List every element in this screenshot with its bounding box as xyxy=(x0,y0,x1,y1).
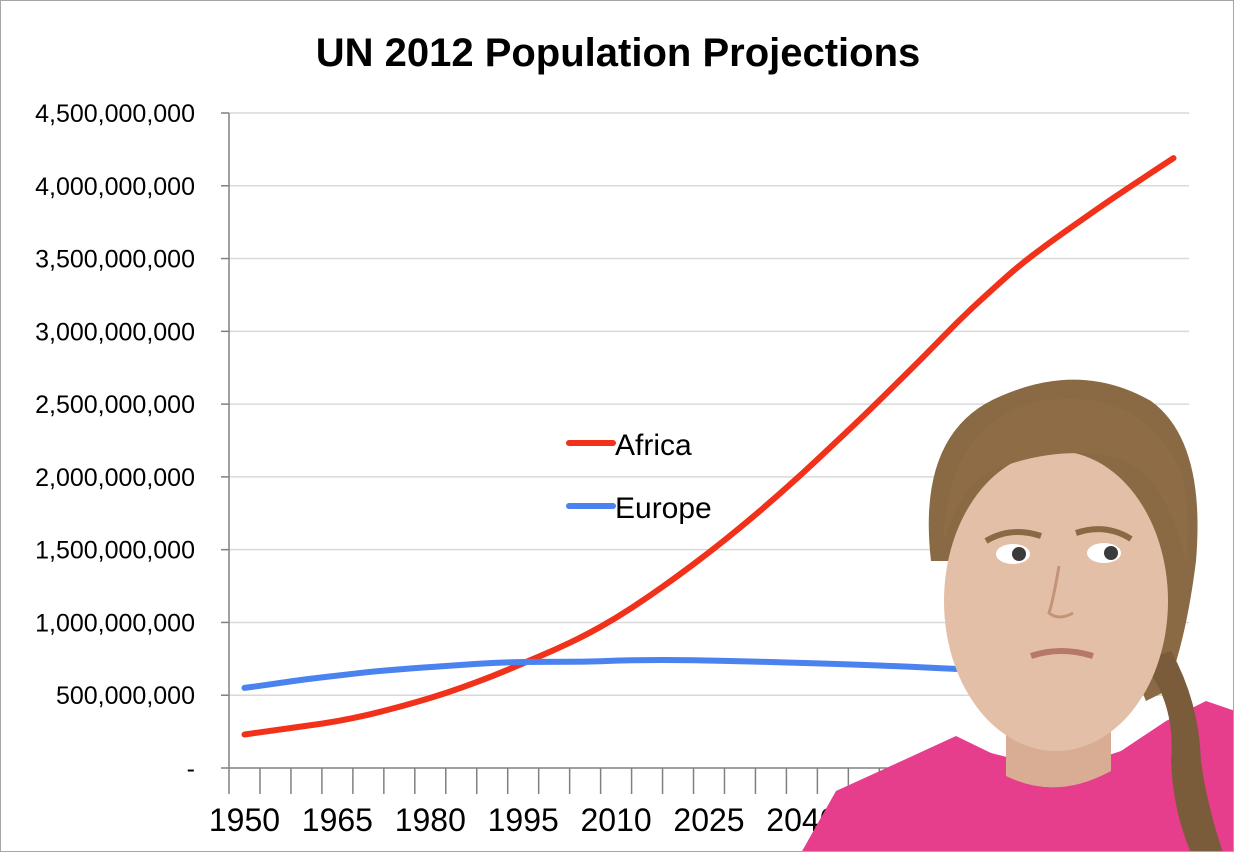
x-tick-label: 2025 xyxy=(673,802,744,838)
y-tick-label: 1,000,000,000 xyxy=(35,609,195,637)
face-shape xyxy=(944,451,1168,751)
x-tick-label: 1965 xyxy=(302,802,373,838)
y-tick-label: 2,500,000,000 xyxy=(35,391,195,419)
legend-label-africa: Africa xyxy=(615,429,692,462)
x-tick-label: 1950 xyxy=(209,802,280,838)
y-tick-label: 500,000,000 xyxy=(56,682,195,710)
y-tick-label: 4,000,000,000 xyxy=(35,173,195,201)
y-tick-label: 3,000,000,000 xyxy=(35,318,195,346)
series-line-africa xyxy=(241,155,1177,738)
y-tick-label: 4,500,000,000 xyxy=(35,100,195,128)
pupil-left-shape xyxy=(1012,547,1026,561)
x-tick-label: 1995 xyxy=(488,802,559,838)
x-tick-label: 1980 xyxy=(395,802,466,838)
legend: Africa Europe xyxy=(566,429,712,525)
x-tick-labels: 1950 1965 1980 1995 2010 2025 2040 xyxy=(209,802,838,838)
x-tick-label: 2010 xyxy=(581,802,652,838)
pupil-right-shape xyxy=(1104,546,1118,560)
braid-shape xyxy=(1141,651,1223,851)
y-tick-label: - xyxy=(187,755,195,783)
mouth-shape xyxy=(1030,648,1094,659)
chart-title: UN 2012 Population Projections xyxy=(315,31,921,75)
eyebrow-left-shape xyxy=(984,529,1042,544)
hair-top-shape xyxy=(943,398,1188,561)
y-tick-label: 2,000,000,000 xyxy=(35,464,195,492)
eyebrow-right-shape xyxy=(1075,526,1133,542)
y-tick-labels: - 500,000,000 1,000,000,000 1,500,000,000 2,… xyxy=(35,100,195,783)
y-tick-label: 1,500,000,000 xyxy=(35,537,195,565)
nose-shape xyxy=(1047,565,1074,619)
y-tick-label: 3,500,000,000 xyxy=(35,246,195,274)
legend-label-europe: Europe xyxy=(615,492,712,525)
